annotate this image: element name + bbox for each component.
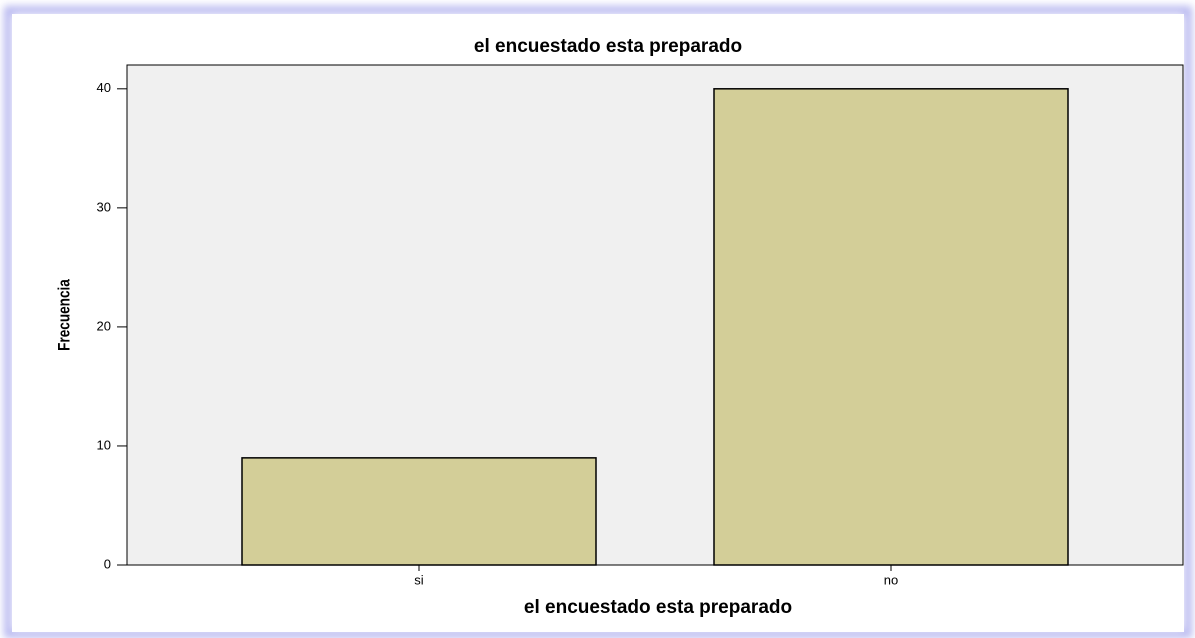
bar (241, 457, 597, 566)
x-tick-label: si (414, 572, 424, 587)
y-tick-label: 40 (97, 80, 111, 95)
y-tick-label: 30 (97, 199, 111, 214)
bar (713, 88, 1069, 566)
y-tick-label: 0 (104, 556, 111, 571)
chart-title: el encuestado esta preparado (474, 36, 742, 57)
y-axis-label: Frecuencia (55, 279, 74, 351)
y-tick-label: 20 (97, 318, 111, 333)
x-tick-label: no (884, 572, 898, 587)
x-axis-label: el encuestado esta preparado (524, 597, 792, 618)
frame-glow (4, 6, 1192, 638)
y-tick-label: 10 (97, 437, 111, 452)
